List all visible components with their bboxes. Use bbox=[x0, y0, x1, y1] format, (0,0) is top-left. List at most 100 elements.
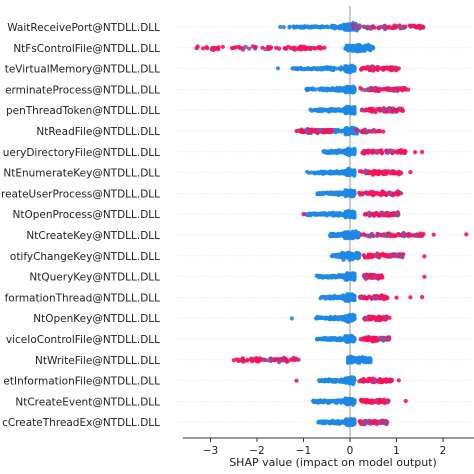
shap-point bbox=[371, 64, 376, 69]
shap-point bbox=[352, 173, 357, 178]
shap-point bbox=[376, 107, 381, 112]
shap-point bbox=[327, 190, 333, 195]
shap-point bbox=[359, 108, 364, 113]
shap-point bbox=[357, 24, 362, 30]
feature-label: NtCreateKey@NTDLL.DLL bbox=[26, 230, 160, 242]
shap-point bbox=[368, 317, 373, 322]
shap-point bbox=[291, 46, 296, 51]
shap-point bbox=[378, 315, 383, 321]
shap-point bbox=[375, 148, 380, 153]
shap-point bbox=[331, 232, 336, 237]
feature-label: cCreateThreadEx@NTDLL.DLL bbox=[2, 417, 160, 429]
shap-point bbox=[338, 67, 343, 72]
shap-point bbox=[406, 87, 411, 92]
shap-point bbox=[294, 128, 299, 134]
shap-point bbox=[345, 316, 351, 321]
shap-point bbox=[361, 232, 366, 237]
feature-label: NtOpenProcess@NTDLL.DLL bbox=[12, 209, 160, 221]
shap-point bbox=[351, 338, 356, 343]
shap-point bbox=[395, 108, 400, 113]
shap-point bbox=[247, 46, 252, 51]
shap-point bbox=[344, 106, 349, 111]
shap-point bbox=[229, 46, 235, 51]
shap-point bbox=[323, 24, 328, 30]
shap-point bbox=[399, 148, 404, 153]
shap-point bbox=[334, 150, 339, 155]
shap-point bbox=[327, 150, 332, 155]
shap-point bbox=[350, 315, 355, 320]
shap-point bbox=[371, 295, 376, 300]
shap-point bbox=[376, 213, 382, 218]
shap-point bbox=[366, 148, 371, 153]
shap-point bbox=[384, 171, 389, 176]
shap-point bbox=[397, 171, 402, 176]
feature-label: etInformationFile@NTDLL.DLL bbox=[3, 376, 160, 388]
beeswarm-points bbox=[194, 20, 469, 428]
feature-label: NtEnumerateKey@NTDLL.DLL bbox=[3, 168, 160, 180]
shap-point bbox=[353, 356, 358, 361]
shap-point bbox=[363, 169, 368, 175]
shap-point bbox=[253, 44, 258, 50]
shap-point bbox=[384, 253, 389, 258]
shap-point bbox=[370, 24, 375, 29]
shap-point bbox=[344, 273, 349, 278]
shap-point bbox=[319, 87, 324, 92]
shap-point bbox=[343, 212, 348, 217]
shap-point bbox=[335, 253, 340, 258]
shap-point bbox=[371, 234, 376, 239]
shap-point bbox=[287, 24, 292, 29]
shap-point bbox=[308, 107, 313, 112]
shap-point bbox=[347, 87, 352, 92]
shap-point bbox=[382, 191, 387, 196]
shap-point bbox=[354, 251, 360, 257]
shap-point bbox=[354, 44, 359, 49]
shap-point bbox=[343, 25, 348, 30]
shap-point bbox=[301, 212, 306, 217]
shap-point bbox=[363, 316, 369, 321]
shap-point bbox=[312, 66, 317, 71]
shap-point bbox=[326, 128, 331, 133]
shap-point bbox=[387, 315, 392, 320]
shap-point bbox=[363, 130, 369, 135]
shap-point bbox=[367, 212, 372, 217]
shap-point bbox=[311, 87, 316, 92]
shap-point bbox=[383, 65, 388, 71]
shap-point bbox=[328, 295, 333, 300]
shap-point bbox=[422, 274, 427, 279]
shap-point bbox=[349, 335, 354, 340]
shap-point bbox=[327, 87, 332, 92]
shap-point bbox=[374, 171, 379, 176]
shap-point bbox=[323, 316, 328, 321]
shap-point bbox=[263, 47, 268, 52]
shap-point bbox=[331, 336, 336, 341]
shap-point bbox=[343, 111, 348, 116]
shap-point bbox=[275, 66, 280, 71]
shap-point bbox=[378, 273, 383, 278]
shap-point bbox=[413, 233, 418, 238]
shap-point bbox=[361, 24, 366, 29]
shap-point bbox=[393, 170, 398, 175]
shap-point bbox=[234, 357, 240, 362]
shap-point bbox=[346, 66, 351, 71]
shap-point bbox=[332, 314, 337, 320]
shap-point bbox=[345, 192, 350, 197]
shap-point bbox=[431, 232, 436, 237]
shap-point bbox=[393, 212, 398, 218]
shap-point bbox=[338, 211, 343, 216]
shap-point bbox=[383, 27, 388, 32]
shap-point bbox=[321, 274, 326, 279]
shap-point bbox=[348, 128, 353, 133]
shap-point bbox=[400, 108, 405, 113]
shap-point bbox=[369, 129, 374, 134]
feature-label: erminateProcess@NTDLL.DLL bbox=[5, 84, 160, 96]
feature-label: viceIoControlFile@NTDLL.DLL bbox=[6, 334, 160, 346]
shap-point bbox=[381, 129, 386, 134]
shap-point bbox=[373, 191, 378, 196]
shap-point bbox=[346, 231, 351, 236]
feature-label: NtCreateEvent@NTDLL.DLL bbox=[15, 396, 160, 408]
shap-point bbox=[339, 87, 344, 92]
shap-point bbox=[297, 45, 303, 50]
shap-point bbox=[350, 231, 356, 236]
shap-point bbox=[363, 211, 368, 216]
shap-point bbox=[316, 108, 321, 113]
